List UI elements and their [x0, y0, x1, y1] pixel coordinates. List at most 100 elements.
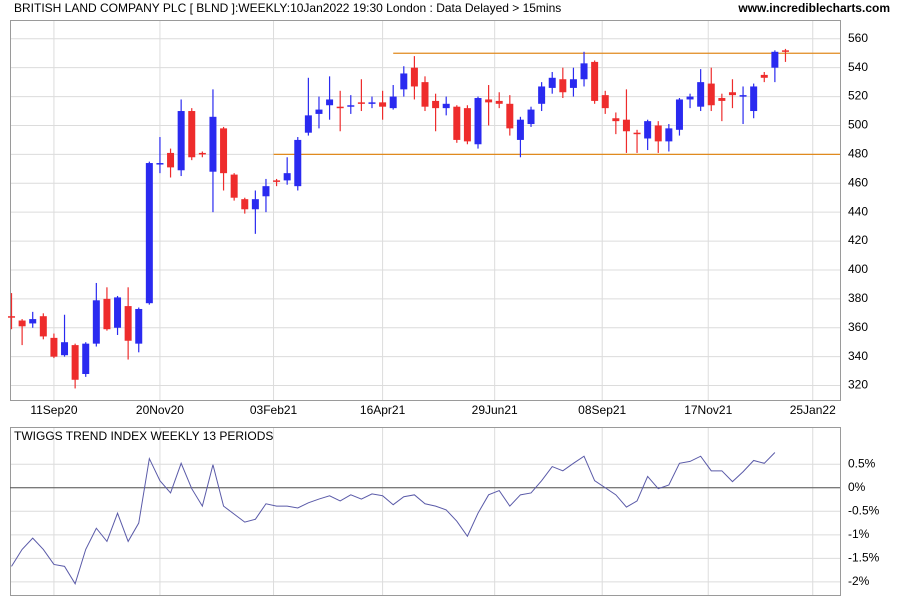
candle-body [548, 77, 556, 88]
candle-body [622, 119, 630, 132]
candle-body [114, 297, 122, 328]
candle-body [188, 111, 196, 158]
x-tick-label: 20Nov20 [136, 403, 184, 417]
candle-body [124, 306, 132, 341]
candle-body [474, 98, 482, 145]
candle-body [538, 86, 546, 104]
candle-body [750, 86, 758, 112]
candle-body [432, 100, 440, 109]
candle-body [760, 74, 768, 78]
candle-body [463, 108, 471, 142]
y-tick-label: 560 [848, 31, 868, 45]
candle-body [326, 99, 334, 106]
indicator-panel [10, 427, 841, 596]
candle-body [580, 63, 588, 80]
candle-body [220, 128, 228, 174]
candle-body [485, 99, 493, 103]
source: www.incrediblecharts.com [737, 1, 890, 15]
candle-body [92, 300, 100, 344]
candle-body [61, 342, 69, 356]
y-tick-label: 440 [848, 204, 868, 218]
candle-body [771, 51, 779, 68]
candle-body [262, 186, 270, 197]
indicator-title: TWIGGS TREND INDEX WEEKLY 13 PERIODS [14, 429, 273, 443]
candle-body [167, 152, 175, 168]
candle-body [697, 82, 705, 107]
candle-body [400, 73, 408, 90]
candle-body [71, 345, 79, 380]
candle-body [410, 67, 418, 87]
candle-body [612, 118, 620, 122]
candle-body [145, 163, 153, 304]
candle-body [421, 82, 429, 107]
y-tick-label: -2% [848, 574, 870, 588]
y-tick-label: 540 [848, 60, 868, 74]
y-tick-label: -1% [848, 527, 870, 541]
y-tick-label: 500 [848, 118, 868, 132]
x-tick-label: 11Sep20 [30, 403, 77, 417]
y-tick-label: 380 [848, 291, 868, 305]
candle-body [230, 174, 238, 198]
candle-body [718, 98, 726, 101]
x-tick-label: 17Nov21 [684, 403, 732, 417]
chart-title: BRITISH LAND COMPANY PLC [ BLND ]:WEEKLY… [14, 1, 561, 15]
x-tick-label: 16Apr21 [360, 403, 406, 417]
candle-body [569, 79, 577, 88]
y-tick-label: 360 [848, 320, 868, 334]
candle-body [379, 102, 387, 107]
y-tick-label: 520 [848, 89, 868, 103]
candle-body [686, 96, 694, 100]
candle-body [389, 96, 397, 109]
candle-body [241, 199, 249, 210]
price-panel [10, 20, 841, 401]
candle-body [675, 99, 683, 130]
x-tick-label: 03Feb21 [250, 403, 298, 417]
candle-body [665, 128, 673, 142]
candle-body [156, 163, 164, 165]
candle-body [18, 320, 26, 327]
candle-body [50, 337, 58, 357]
y-tick-label: -0.5% [848, 503, 880, 517]
x-tick-label: 08Sep21 [578, 403, 626, 417]
candle-body [781, 50, 789, 52]
candle-body [707, 83, 715, 106]
candle-body [209, 116, 217, 172]
y-tick-label: 340 [848, 349, 868, 363]
candle-body [506, 103, 514, 129]
candle-body [516, 119, 524, 140]
candle-body [644, 121, 652, 139]
candle-body [495, 100, 503, 104]
candle-body [283, 173, 291, 181]
y-tick-label: 480 [848, 147, 868, 161]
candle-body [654, 125, 662, 142]
candle-body [728, 92, 736, 96]
candle-body [357, 102, 365, 104]
candle-body [8, 316, 16, 318]
candle-body [368, 102, 376, 104]
candle-body [559, 79, 567, 93]
candle-body [304, 115, 312, 133]
y-tick-label: 400 [848, 262, 868, 276]
y-tick-label: 320 [848, 378, 868, 392]
x-tick-label: 25Jan22 [790, 403, 836, 417]
candle-body [273, 180, 281, 182]
candle-body [347, 105, 355, 107]
candle-body [294, 139, 302, 187]
candle-body [39, 316, 47, 337]
candle-body [739, 95, 747, 97]
candle-body [198, 152, 206, 155]
candle-body [135, 308, 143, 344]
candle-body [103, 298, 111, 330]
y-tick-label: 0.5% [848, 456, 876, 470]
candle-body [251, 199, 259, 210]
candle-body [527, 109, 535, 125]
candle-body [442, 103, 450, 109]
candle-body [591, 61, 599, 101]
candle-body [633, 132, 641, 135]
y-tick-label: 420 [848, 233, 868, 247]
y-tick-label: 460 [848, 175, 868, 189]
indicator-line [11, 452, 776, 585]
candle-body [315, 109, 323, 114]
